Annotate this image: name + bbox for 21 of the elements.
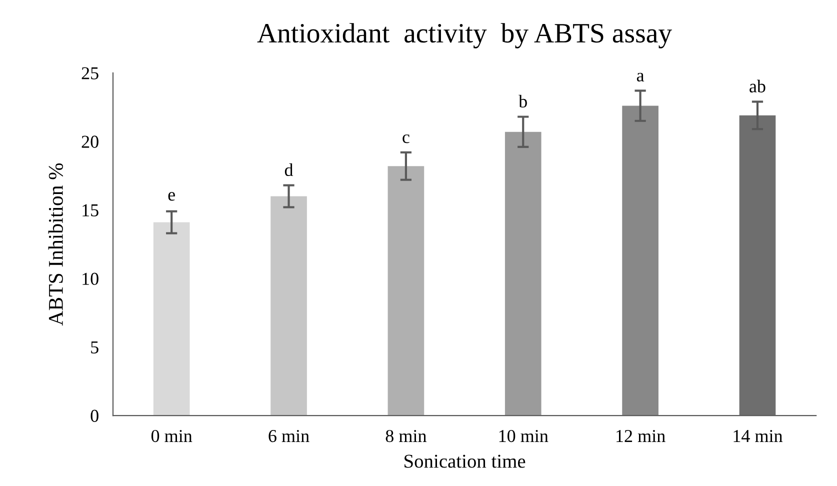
chart-title: Antioxidant activity by ABTS assay	[257, 23, 672, 48]
y-tick-label: 20	[82, 136, 98, 148]
x-tick-label: 8 min	[386, 430, 426, 442]
annotation: e	[168, 192, 175, 201]
y-tick-label: 25	[82, 67, 98, 80]
y-axis-title: ABTS Inhibition %	[48, 163, 63, 326]
y-tick-label: 0	[90, 410, 98, 422]
y-tick-label: 15	[82, 204, 98, 216]
annotation: c	[402, 134, 410, 144]
x-tick-label: 10 min	[499, 430, 548, 442]
x-tick-label: 12 min	[616, 430, 666, 442]
y-tick-label: 5	[91, 341, 98, 354]
annotation: b	[518, 94, 527, 108]
annotation: d	[284, 163, 294, 176]
x-tick-label: 14 min	[734, 430, 783, 442]
annotation: ab	[750, 80, 766, 92]
y-tick-label: 10	[82, 272, 98, 285]
x-axis-title: Sonication time	[404, 454, 526, 468]
x-tick-label: 6 min	[268, 430, 310, 442]
annotation: a	[636, 72, 644, 82]
x-tick-label: 0 min	[151, 430, 192, 442]
